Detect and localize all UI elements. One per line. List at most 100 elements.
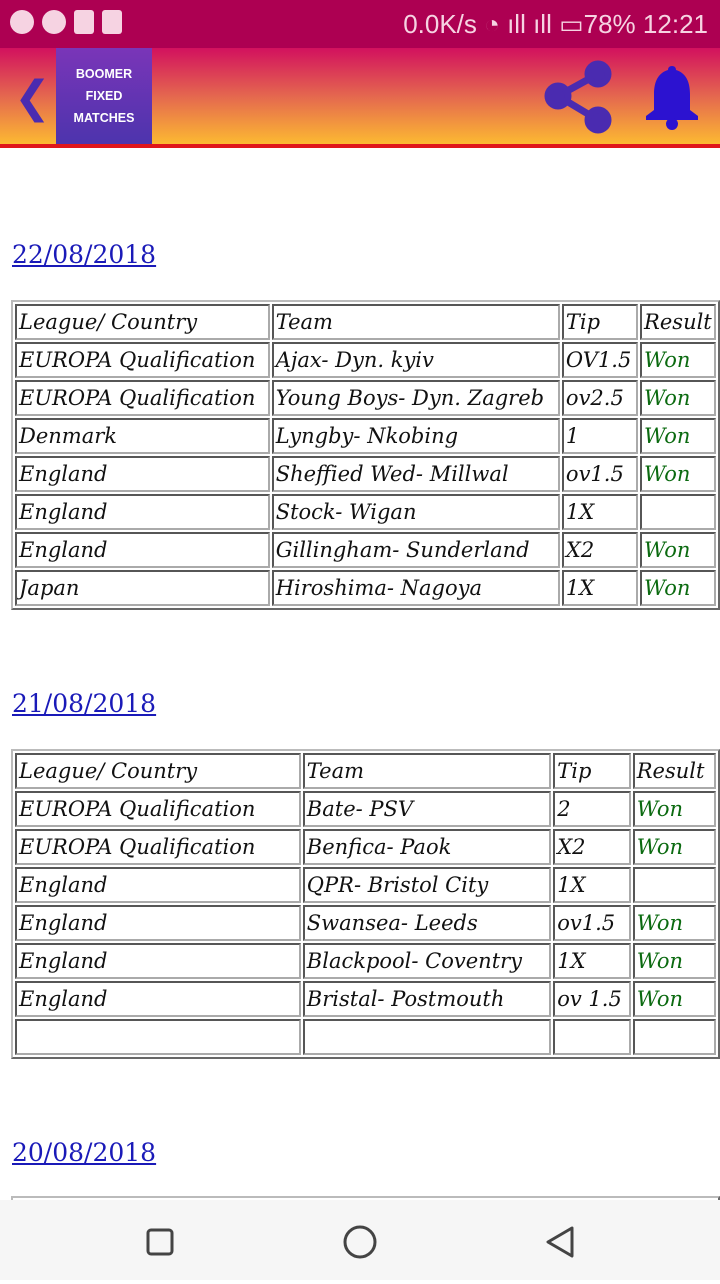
result-cell — [632, 867, 716, 903]
tip-cell: ov1.5 — [561, 456, 639, 492]
team-cell — [302, 1019, 552, 1055]
league-cell — [15, 1019, 301, 1055]
bell-icon[interactable] — [644, 64, 700, 132]
result-cell — [640, 494, 716, 530]
table-row: England Blackpool- Coventry 1X Won — [15, 943, 716, 979]
tips-table — [11, 1196, 720, 1200]
result-cell: Won — [640, 418, 716, 454]
team-cell: Team — [271, 304, 560, 340]
result-cell — [632, 1019, 716, 1055]
team-cell: Young Boys- Dyn. Zagreb — [271, 380, 560, 416]
league-cell: League/ Country — [15, 753, 301, 789]
team-cell: Bristal- Postmouth — [302, 981, 552, 1017]
app-logo: BOOMER FIXED MATCHES — [56, 48, 152, 144]
tip-cell: ov1.5 — [553, 905, 631, 941]
league-cell: Japan — [15, 570, 270, 606]
result-cell: Won — [632, 943, 716, 979]
recents-button[interactable] — [146, 1228, 174, 1256]
team-cell: Team — [302, 753, 552, 789]
league-cell: EUROPA Qualification — [15, 342, 270, 378]
team-cell: Bate- PSV — [302, 791, 552, 827]
tip-cell — [553, 1019, 631, 1055]
team-cell: Lyngby- Nkobing — [271, 418, 560, 454]
result-cell: Result — [640, 304, 716, 340]
table-row: EUROPA Qualification Benfica- Paok X2 Won — [15, 829, 716, 865]
league-cell: League/ Country — [15, 304, 270, 340]
result-cell: Won — [632, 829, 716, 865]
team-cell: Swansea- Leeds — [302, 905, 552, 941]
back-icon[interactable]: ❮ — [14, 72, 51, 123]
league-cell: England — [15, 867, 301, 903]
table-row: England Bristal- Postmouth ov 1.5 Won — [15, 981, 716, 1017]
table-row: England Sheffied Wed- Millwal ov1.5 Won — [15, 456, 716, 492]
tip-cell: X2 — [553, 829, 631, 865]
team-cell: Blackpool- Coventry — [302, 943, 552, 979]
table-row: England Swansea- Leeds ov1.5 Won — [15, 905, 716, 941]
date-link[interactable]: 22/08/2018 — [12, 240, 157, 269]
result-cell: Won — [632, 981, 716, 1017]
battery-saver-icon — [102, 10, 122, 34]
table-header-row: League/ Country Team Tip Result — [15, 304, 716, 340]
divider — [0, 144, 720, 148]
battery-level: 78% — [583, 9, 636, 39]
team-cell: Benfica- Paok — [302, 829, 552, 865]
team-cell: Gillingham- Sunderland — [271, 532, 560, 568]
tip-cell: 1X — [553, 867, 631, 903]
result-cell: Won — [632, 791, 716, 827]
table-row: England Gillingham- Sunderland X2 Won — [15, 532, 716, 568]
share-icon[interactable] — [540, 60, 616, 136]
table-row: EUROPA Qualification Ajax- Dyn. kyiv OV1.5… — [15, 342, 716, 378]
system-navbar — [0, 1200, 720, 1280]
table-row: Japan Hiroshima- Nagoya 1X Won — [15, 570, 716, 606]
league-cell: EUROPA Qualification — [15, 791, 301, 827]
date-link[interactable]: 20/08/2018 — [12, 1138, 157, 1167]
team-cell: Hiroshima- Nagoya — [271, 570, 560, 606]
tips-content: 22/08/2018 League/ Country Team Tip Result EU… — [0, 148, 720, 1200]
tip-cell: Tip — [561, 304, 639, 340]
tip-cell: ov2.5 — [561, 380, 639, 416]
app-bar: ❮ BOOMER FIXED MATCHES — [0, 48, 720, 144]
tip-cell: 1 — [561, 418, 639, 454]
league-cell: Denmark — [15, 418, 270, 454]
back-nav-button[interactable] — [546, 1226, 574, 1258]
tip-cell: 2 — [553, 791, 631, 827]
league-cell: England — [15, 494, 270, 530]
result-cell: Won — [632, 905, 716, 941]
team-cell: Stock- Wigan — [271, 494, 560, 530]
result-cell: Won — [640, 570, 716, 606]
signal-icon: ◔ ıll ıll ▭ — [484, 9, 584, 39]
table-row: Denmark Lyngby- Nkobing 1 Won — [15, 418, 716, 454]
net-speed: 0.0K/s — [403, 9, 477, 39]
result-cell: Won — [640, 456, 716, 492]
tips-table: League/ Country Team Tip Result EUROPA Quali… — [11, 749, 720, 1059]
telegram-icon — [10, 10, 34, 34]
tip-cell: 1X — [561, 494, 639, 530]
league-cell: England — [15, 532, 270, 568]
tip-cell: 1X — [561, 570, 639, 606]
tip-cell: ov 1.5 — [553, 981, 631, 1017]
result-cell: Result — [632, 753, 716, 789]
league-cell: EUROPA Qualification — [15, 380, 270, 416]
league-cell: England — [15, 981, 301, 1017]
team-cell: Sheffied Wed- Millwal — [271, 456, 560, 492]
tip-cell: X2 — [561, 532, 639, 568]
whatsapp-icon — [42, 10, 66, 34]
home-button[interactable] — [343, 1225, 377, 1259]
date-link[interactable]: 21/08/2018 — [12, 689, 157, 718]
tip-cell: 1X — [553, 943, 631, 979]
tip-cell: OV1.5 — [561, 342, 639, 378]
table-row: England QPR- Bristol City 1X — [15, 867, 716, 903]
result-cell: Won — [640, 532, 716, 568]
team-cell: Ajax- Dyn. kyiv — [271, 342, 560, 378]
table-row: EUROPA Qualification Young Boys- Dyn. Zag… — [15, 380, 716, 416]
table-header-row: League/ Country Team Tip Result — [15, 753, 716, 789]
table-row: EUROPA Qualification Bate- PSV 2 Won — [15, 791, 716, 827]
tips-table: League/ Country Team Tip Result EUROPA Quali… — [11, 300, 720, 610]
table-row: England Stock- Wigan 1X — [15, 494, 716, 530]
team-cell: QPR- Bristol City — [302, 867, 552, 903]
league-cell: England — [15, 456, 270, 492]
league-cell: England — [15, 943, 301, 979]
image-icon — [74, 10, 94, 34]
clock: 12:21 — [642, 9, 708, 39]
status-bar: 0.0K/s ◔ ıll ıll ▭78% 12:21 — [0, 0, 720, 48]
